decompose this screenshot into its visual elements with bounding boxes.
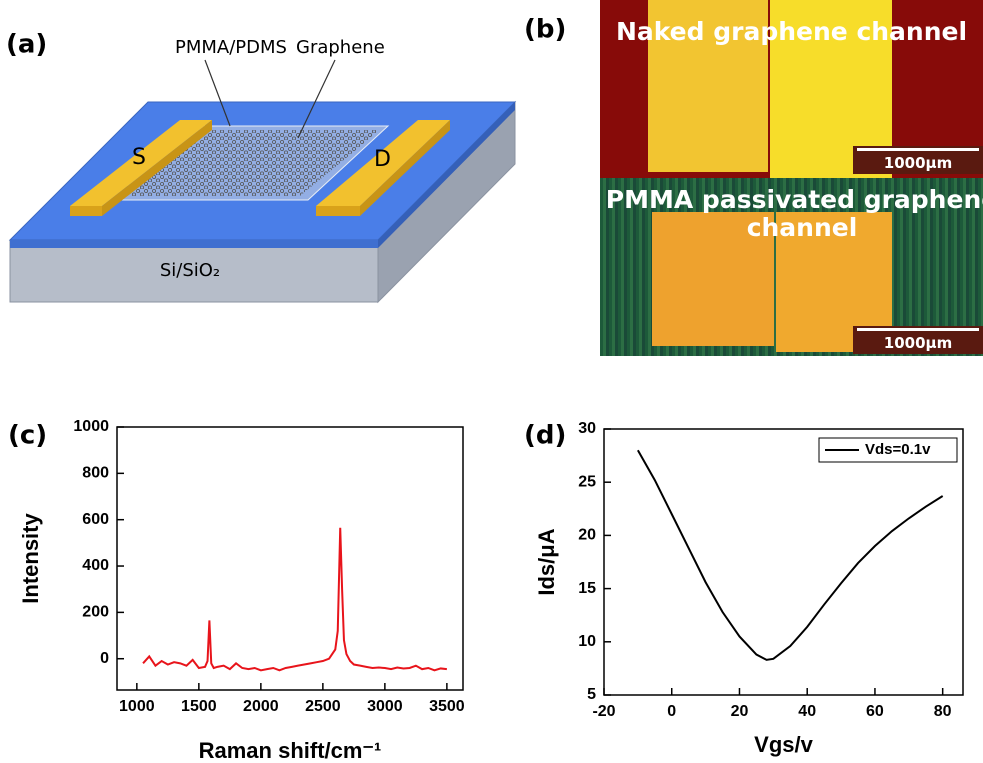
x-tick-label: -20	[592, 703, 615, 720]
y-tick-label: 10	[578, 633, 596, 650]
y-tick-label: 600	[82, 511, 109, 528]
y-tick-label: 1000	[73, 418, 109, 435]
source-edge	[70, 206, 102, 216]
panel-label: (c)	[8, 421, 47, 451]
scale-bar: 1000μm	[853, 146, 983, 174]
figure: (a) S D PMMA/PDMS Graphene Si/SiO₂ (b) (…	[0, 0, 983, 763]
x-tick-label: 3500	[429, 698, 465, 715]
x-tick-label: 40	[798, 703, 816, 720]
x-tick-label: 1000	[119, 698, 155, 715]
oxide-edge	[10, 240, 378, 248]
x-tick-label: 80	[934, 703, 952, 720]
y-tick-label: 800	[82, 465, 109, 482]
panel-label: (b)	[524, 15, 566, 45]
panel-label: (d)	[524, 421, 566, 451]
x-tick-label: 1500	[181, 698, 217, 715]
pmma-label: PMMA/PDMS	[175, 37, 287, 58]
scale-label: 1000μm	[853, 154, 983, 172]
y-axis-label: Intensity	[18, 513, 43, 604]
x-axis-label: Vgs/v	[754, 732, 813, 757]
caption: Naked graphene channel	[600, 18, 983, 46]
y-tick-label: 15	[578, 580, 596, 597]
y-tick-label: 5	[587, 686, 596, 703]
source-label: S	[132, 145, 146, 170]
scale-bar: 1000μm	[853, 326, 983, 354]
drain-edge	[316, 206, 360, 216]
x-tick-label: 20	[731, 703, 749, 720]
substrate-label: Si/SiO₂	[160, 260, 220, 281]
y-tick-label: 0	[100, 650, 109, 667]
legend-label: Vds=0.1v	[865, 441, 931, 458]
x-tick-label: 2000	[243, 698, 279, 715]
x-tick-label: 3000	[367, 698, 403, 715]
graphene-label: Graphene	[296, 37, 385, 58]
caption: PMMA passivated graphene channel	[602, 186, 983, 242]
y-tick-label: 400	[82, 557, 109, 574]
y-tick-label: 200	[82, 604, 109, 621]
micrograph: Naked graphene channel PMMA passivated g…	[600, 0, 983, 356]
plot-frame	[117, 427, 463, 690]
data-line	[143, 528, 447, 671]
x-tick-label: 0	[667, 703, 676, 720]
x-tick-label: 60	[866, 703, 884, 720]
panel-label: (a)	[6, 30, 47, 60]
y-tick-label: 30	[578, 420, 596, 437]
data-line	[638, 450, 943, 660]
y-tick-label: 25	[578, 473, 596, 490]
drain-label: D	[374, 147, 391, 172]
x-axis-label: Raman shift/cm⁻¹	[199, 738, 382, 763]
plot-frame	[604, 429, 963, 695]
y-axis-label: Ids/μA	[534, 528, 559, 595]
x-tick-label: 2500	[305, 698, 341, 715]
y-tick-label: 20	[578, 527, 596, 544]
scale-label: 1000μm	[853, 334, 983, 352]
